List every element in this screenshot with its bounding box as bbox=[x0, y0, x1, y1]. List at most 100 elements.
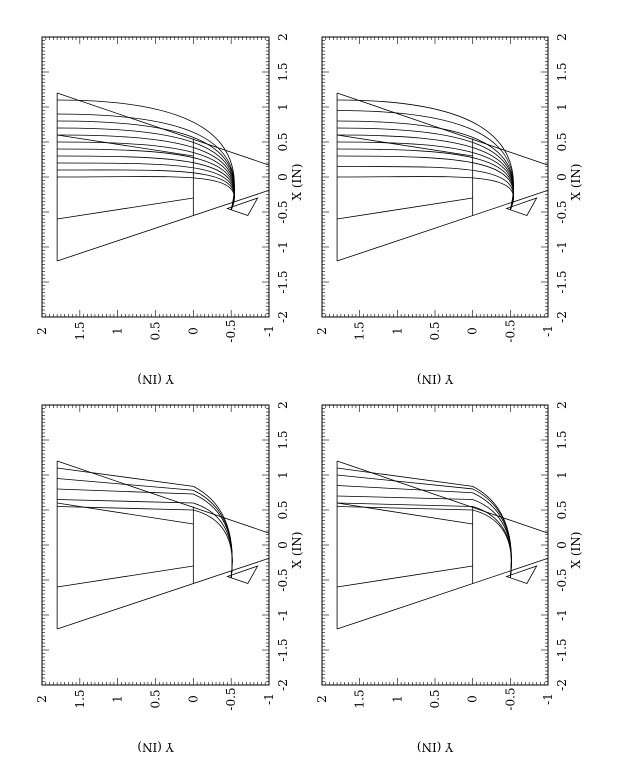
y-tick-label: 1.5 bbox=[73, 321, 87, 340]
x-tick-label: -2 bbox=[276, 311, 290, 323]
panel-bottom-left: -2 -1.5 -1 -0.5 0 0.5 1 1.5 2 -1 -0.5 0 0.5 1 1.5 2 X (I… bbox=[35, 401, 304, 754]
ray-curve bbox=[57, 120, 235, 211]
ray-line bbox=[337, 565, 473, 588]
y-tick-label: 1 bbox=[390, 695, 404, 703]
x-tick-label: 0 bbox=[555, 541, 569, 549]
x-axis-label: X (IN) bbox=[290, 532, 304, 569]
x-tick-label: 0.5 bbox=[555, 500, 569, 519]
x-tick-label: 0 bbox=[276, 173, 290, 181]
x-tick-label: 1.5 bbox=[555, 62, 569, 81]
y-axis-label: Y (IN) bbox=[137, 372, 174, 386]
ray-line bbox=[337, 197, 473, 220]
ray-curve bbox=[57, 99, 235, 210]
y-tick-label: -0.5 bbox=[224, 319, 238, 342]
y-tick-label: -1 bbox=[541, 693, 555, 705]
x-tick-label: -1.5 bbox=[276, 638, 290, 661]
focus-triangle bbox=[505, 197, 538, 216]
y-tick-label: 0.5 bbox=[428, 689, 442, 708]
ray-curve bbox=[57, 478, 233, 578]
x-tick-label: -2 bbox=[555, 311, 569, 323]
x-tick-label: -1 bbox=[555, 241, 569, 253]
ray-curve bbox=[57, 134, 235, 211]
ray-curve bbox=[337, 166, 514, 211]
focus-triangle bbox=[226, 565, 259, 584]
ray-curve bbox=[337, 176, 514, 211]
x-tick-label: 1 bbox=[555, 103, 569, 111]
ray-curve bbox=[337, 120, 514, 211]
x-axis-label: X (IN) bbox=[569, 532, 583, 569]
ray-curve bbox=[57, 169, 235, 211]
x-tick-label: -0.5 bbox=[555, 568, 569, 591]
boundary-line bbox=[336, 189, 549, 262]
y-tick-label: 0 bbox=[186, 695, 200, 703]
ray-curve bbox=[337, 110, 514, 210]
ray-curve bbox=[57, 506, 233, 578]
y-tick-label: 0.5 bbox=[149, 321, 163, 340]
y-tick-label: -1 bbox=[262, 693, 276, 705]
ray-curve bbox=[337, 485, 512, 578]
y-tick-label: 1 bbox=[111, 695, 125, 703]
x-tick-label: -0.5 bbox=[276, 568, 290, 591]
x-tick-label: 1 bbox=[276, 103, 290, 111]
boundary-line bbox=[336, 557, 549, 630]
focus-triangle bbox=[505, 565, 538, 584]
x-tick-label: 1 bbox=[276, 471, 290, 479]
x-tick-label: -0.5 bbox=[555, 200, 569, 223]
ray-curve bbox=[337, 127, 514, 211]
y-tick-label: 2 bbox=[315, 695, 329, 703]
x-tick-label: -1 bbox=[555, 609, 569, 621]
y-tick-label: 2 bbox=[35, 695, 49, 703]
ray-line bbox=[57, 502, 194, 525]
y-tick-label: 0.5 bbox=[428, 321, 442, 340]
x-tick-label: 1.5 bbox=[276, 430, 290, 449]
y-axis-label: Y (IN) bbox=[417, 740, 454, 754]
y-tick-label: 2 bbox=[315, 327, 329, 335]
y-tick-label: 0 bbox=[466, 327, 480, 335]
x-axis-label: X (IN) bbox=[290, 164, 304, 201]
x-tick-label: 2 bbox=[276, 401, 290, 409]
ray-line bbox=[337, 502, 473, 525]
y-tick-label: -0.5 bbox=[224, 687, 238, 710]
x-tick-label: -1.5 bbox=[555, 638, 569, 661]
x-tick-label: 2 bbox=[276, 33, 290, 41]
x-tick-label: 1.5 bbox=[555, 430, 569, 449]
y-tick-label: 0 bbox=[466, 695, 480, 703]
ray-curve bbox=[57, 176, 235, 211]
x-tick-label: -1.5 bbox=[276, 270, 290, 293]
ray-curve bbox=[57, 488, 233, 578]
ray-curve bbox=[337, 506, 512, 578]
plot-frame bbox=[41, 404, 270, 686]
x-tick-label: 0.5 bbox=[276, 132, 290, 151]
x-tick-label: -2 bbox=[276, 679, 290, 691]
x-tick-label: -1 bbox=[276, 241, 290, 253]
y-axis-label: Y (IN) bbox=[417, 372, 454, 386]
x-tick-label: -1.5 bbox=[555, 270, 569, 293]
y-tick-label: -0.5 bbox=[503, 319, 517, 342]
y-tick-label: 2 bbox=[35, 327, 49, 335]
y-tick-label: 1.5 bbox=[353, 321, 367, 340]
y-tick-label: 0 bbox=[186, 327, 200, 335]
y-tick-label: 1 bbox=[390, 327, 404, 335]
y-tick-label: 1.5 bbox=[73, 689, 87, 708]
ray-line bbox=[57, 197, 194, 220]
ray-line bbox=[57, 565, 194, 588]
boundary-line bbox=[57, 557, 270, 630]
x-tick-label: 1 bbox=[555, 471, 569, 479]
plot-frame bbox=[321, 404, 549, 686]
x-tick-label: 0.5 bbox=[555, 132, 569, 151]
focus-triangle bbox=[226, 197, 259, 216]
ray-curve bbox=[337, 141, 514, 211]
ray-line bbox=[337, 134, 473, 157]
y-tick-label: -1 bbox=[541, 325, 555, 337]
ray-curve bbox=[57, 467, 233, 578]
x-tick-label: 0 bbox=[555, 173, 569, 181]
y-axis-label: Y (IN) bbox=[137, 740, 174, 754]
y-tick-label: 0.5 bbox=[149, 689, 163, 708]
x-tick-label: 2 bbox=[555, 401, 569, 409]
x-tick-label: 2 bbox=[555, 33, 569, 41]
ray-curve bbox=[337, 467, 512, 578]
y-tick-label: -1 bbox=[262, 325, 276, 337]
boundary-line bbox=[57, 189, 270, 262]
panel-top-right: -2 -1.5 -1 -0.5 0 0.5 1 1.5 2 -1 -0.5 0 0.5 1 1.5 2 X (I… bbox=[315, 33, 583, 386]
x-tick-label: 0 bbox=[276, 541, 290, 549]
